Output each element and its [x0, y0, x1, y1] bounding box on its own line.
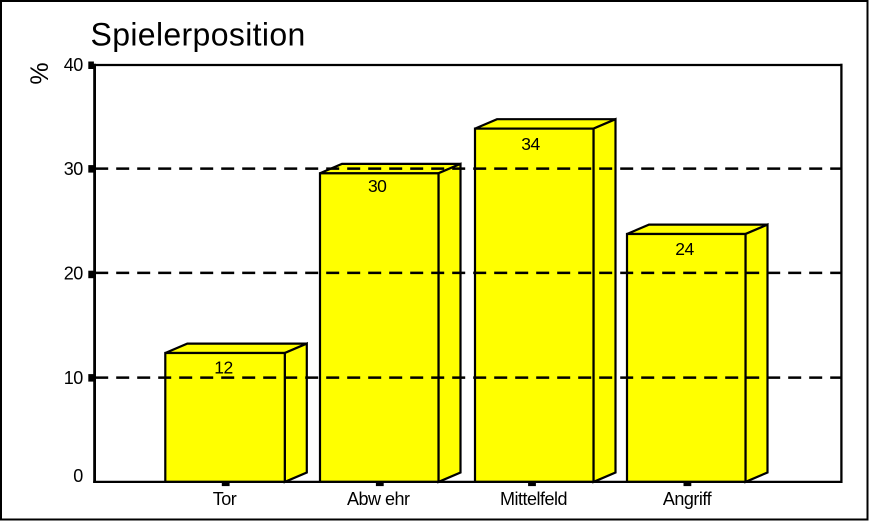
svg-text:34: 34 [521, 134, 540, 154]
svg-text:30: 30 [368, 176, 387, 196]
svg-text:Mittelfeld: Mittelfeld [500, 489, 567, 509]
svg-text:40: 40 [64, 55, 84, 75]
svg-text:Tor: Tor [213, 489, 237, 509]
svg-text:Angriff: Angriff [663, 489, 713, 509]
svg-text:%: % [26, 62, 54, 84]
svg-text:24: 24 [675, 239, 694, 259]
svg-text:0: 0 [73, 466, 83, 486]
svg-text:30: 30 [64, 159, 84, 179]
svg-text:Abw ehr: Abw ehr [347, 489, 410, 509]
svg-text:10: 10 [64, 368, 84, 388]
svg-text:20: 20 [64, 264, 84, 284]
svg-text:Spielerposition: Spielerposition [91, 16, 306, 52]
svg-text:12: 12 [214, 358, 232, 378]
